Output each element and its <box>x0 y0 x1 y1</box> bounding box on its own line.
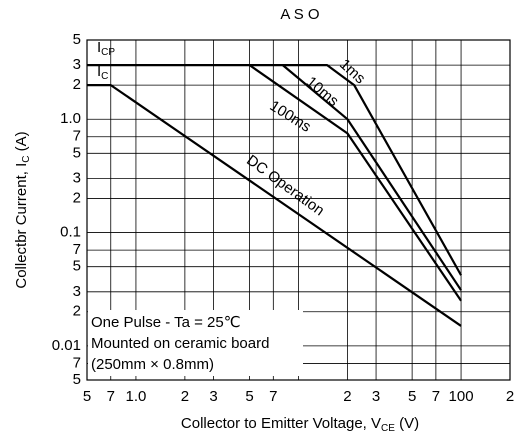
y-tick-label: 2 <box>73 303 81 320</box>
x-axis-label: Collector to Emitter Voltage, VCE (V) <box>181 415 419 434</box>
y-tick-label: 2 <box>73 76 81 93</box>
y-tick-label: 0.01 <box>52 337 81 354</box>
series-line <box>87 64 463 276</box>
x-tick-label: 7 <box>432 388 440 405</box>
y-tick-label: 7 <box>73 241 81 258</box>
x-tick-label: 7 <box>269 388 277 405</box>
y-tick-label: 3 <box>73 283 81 300</box>
note-text: Mounted on ceramic board <box>91 335 269 352</box>
x-tick-label: 5 <box>245 388 253 405</box>
x-tick-label: 100 <box>449 388 474 405</box>
series-label: 1ms <box>336 56 368 88</box>
y-tick-label: 5 <box>73 31 81 48</box>
series-line <box>282 64 462 291</box>
annotation: ICP <box>97 39 115 58</box>
y-tick-label: 0.1 <box>60 224 81 241</box>
y-axis-label-sub: C <box>21 156 32 163</box>
series-label: 100ms <box>267 97 314 135</box>
x-tick-label: 5 <box>83 388 91 405</box>
y-tick-label: 5 <box>73 258 81 275</box>
y-tick-label: 7 <box>73 354 81 371</box>
y-tick-label: 3 <box>73 169 81 186</box>
x-axis-label-unit: (V) <box>395 415 419 432</box>
note-text: (250mm × 0.8mm) <box>91 356 214 373</box>
annotation: IC <box>97 63 108 82</box>
x-tick-label: 2 <box>506 388 514 405</box>
note-text: One Pulse - Ta = 25℃ <box>91 314 241 331</box>
x-tick-label: 2 <box>343 388 351 405</box>
y-axis-label-main: Collectbr Current, I <box>13 163 30 289</box>
y-tick-label: 3 <box>73 56 81 73</box>
chart-title: A S O <box>280 6 319 23</box>
x-tick-label: 3 <box>372 388 380 405</box>
annotation-main: I <box>97 63 101 80</box>
x-tick-label: 7 <box>107 388 115 405</box>
y-axis-label-unit: (A) <box>13 131 30 155</box>
series-line <box>248 64 462 302</box>
x-tick-label: 2 <box>181 388 189 405</box>
x-axis-label-main: Collector to Emitter Voltage, V <box>181 415 381 432</box>
x-tick-label: 5 <box>408 388 416 405</box>
plot-frame <box>86 39 511 381</box>
series-label: 10ms <box>303 73 342 110</box>
series-line <box>87 83 462 327</box>
y-tick-label: 2 <box>73 189 81 206</box>
x-tick-label: 1.0 <box>126 388 147 405</box>
y-tick-label: 5 <box>73 144 81 161</box>
annotation-main: I <box>97 39 101 56</box>
annotation-sub: CP <box>101 47 115 58</box>
x-axis-label-sub: CE <box>381 423 395 434</box>
y-axis-label: Collectbr Current, IC (A) <box>13 131 32 288</box>
y-tick-label: 1.0 <box>60 110 81 127</box>
annotation-sub: C <box>101 71 108 82</box>
notes-box <box>88 310 303 376</box>
y-tick-label: 7 <box>73 128 81 145</box>
x-tick-label: 3 <box>209 388 217 405</box>
y-tick-label: 5 <box>73 371 81 388</box>
